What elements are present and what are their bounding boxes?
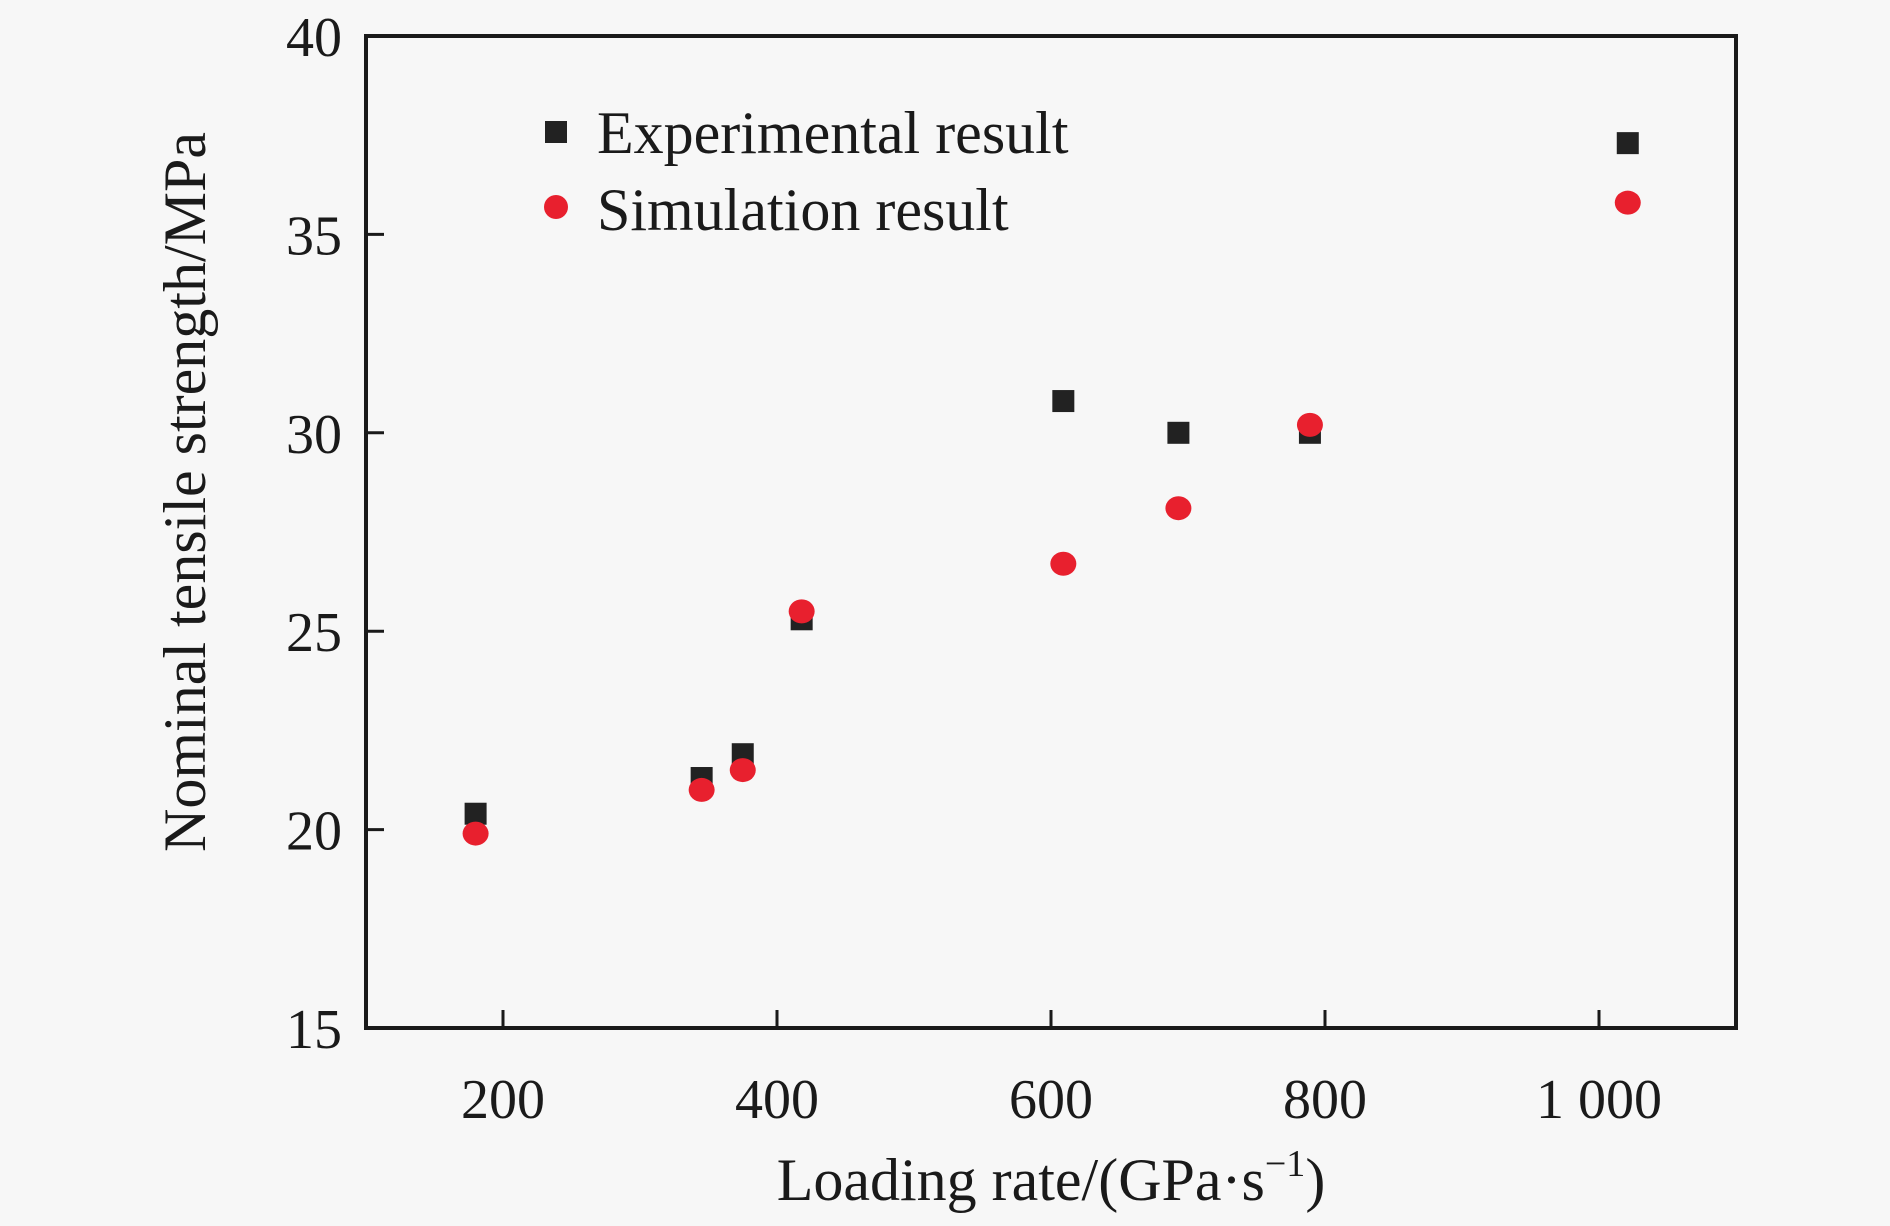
- legend-label-experimental: Experimental result: [597, 100, 1069, 166]
- y-axis: 15 20 25 30 35 40: [286, 7, 384, 1061]
- x-tick-label: 400: [735, 1069, 819, 1131]
- plot-frame: [364, 34, 1738, 1030]
- experimental-point: [1167, 421, 1190, 444]
- simulation-point: [688, 777, 715, 802]
- y-tick-label: 20: [286, 801, 342, 863]
- simulation-point: [462, 821, 489, 846]
- x-tick-label: 200: [461, 1069, 545, 1131]
- x-axis: 200 400 600 800 1 000: [461, 1010, 1662, 1131]
- simulation-point: [1165, 496, 1192, 521]
- data-points: [462, 132, 1641, 846]
- x-axis-title-superscript: −1: [1265, 1143, 1305, 1185]
- x-axis-title: Loading rate/(GPa·s−1): [777, 1143, 1326, 1213]
- legend-marker-simulation: [544, 195, 568, 219]
- x-tick-label: 800: [1283, 1069, 1367, 1131]
- y-axis-title: Nominal tensile strength/MPa: [152, 132, 218, 852]
- simulation-point: [1050, 551, 1077, 576]
- x-tick-label: 1 000: [1536, 1069, 1662, 1131]
- legend-marker-experimental: [545, 121, 567, 143]
- y-tick-label: 35: [286, 205, 342, 267]
- y-tick-label: 40: [286, 7, 342, 69]
- simulation-point: [1296, 412, 1323, 437]
- experimental-point: [1052, 390, 1075, 413]
- x-axis-title-main: Loading rate/(GPa·s: [777, 1147, 1265, 1213]
- y-tick-label: 25: [286, 602, 342, 664]
- experimental-point: [464, 802, 487, 825]
- simulation-point: [1614, 190, 1641, 215]
- x-axis-title-suffix: ): [1305, 1147, 1325, 1213]
- legend-label-simulation: Simulation result: [597, 177, 1009, 243]
- experimental-point: [1616, 132, 1639, 155]
- simulation-point: [788, 599, 815, 624]
- x-tick-label: 600: [1009, 1069, 1093, 1131]
- y-tick-label: 15: [286, 999, 342, 1061]
- legend: Experimental result Simulation result: [544, 100, 1069, 243]
- simulation-point: [729, 758, 756, 783]
- y-tick-label: 30: [286, 404, 342, 466]
